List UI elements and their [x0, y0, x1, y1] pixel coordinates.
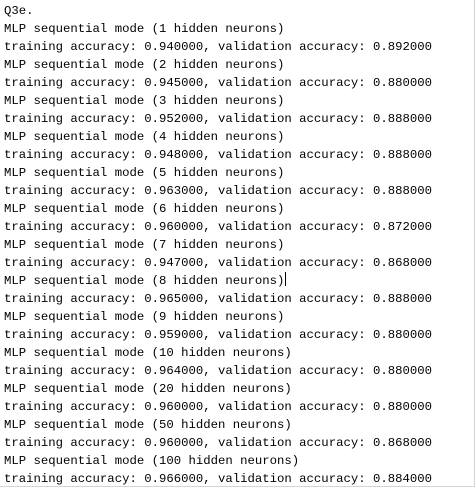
console-line: training accuracy: 0.952000, validation …: [4, 112, 433, 126]
console-line: training accuracy: 0.960000, validation …: [4, 436, 433, 450]
console-line: MLP sequential mode (20 hidden neurons): [4, 382, 292, 396]
console-line: MLP sequential mode (5 hidden neurons): [4, 166, 285, 180]
text-caret: [285, 272, 287, 286]
console-line: MLP sequential mode (9 hidden neurons): [4, 310, 285, 324]
console-line: training accuracy: 0.966000, validation …: [4, 472, 433, 486]
console-line: MLP sequential mode (2 hidden neurons): [4, 58, 285, 72]
console-line: training accuracy: 0.960000, validation …: [4, 400, 433, 414]
console-line: training accuracy: 0.947000, validation …: [4, 256, 433, 270]
console-line: MLP sequential mode (50 hidden neurons): [4, 418, 292, 432]
console-line: training accuracy: 0.959000, validation …: [4, 328, 433, 342]
console-line: MLP sequential mode (4 hidden neurons): [4, 130, 285, 144]
console-line: MLP sequential mode (10 hidden neurons): [4, 346, 292, 360]
console-line: training accuracy: 0.945000, validation …: [4, 76, 433, 90]
console-line: MLP sequential mode (7 hidden neurons): [4, 238, 285, 252]
console-line-with-caret: MLP sequential mode (8 hidden neurons): [4, 272, 475, 290]
console-line: training accuracy: 0.964000, validation …: [4, 364, 433, 378]
console-line: MLP sequential mode (3 hidden neurons): [4, 94, 285, 108]
console-line: training accuracy: 0.960000, validation …: [4, 220, 433, 234]
console-line: training accuracy: 0.940000, validation …: [4, 40, 433, 54]
console-line: MLP sequential mode (6 hidden neurons): [4, 202, 285, 216]
console-line: MLP sequential mode (1 hidden neurons): [4, 22, 285, 36]
console-line: training accuracy: 0.965000, validation …: [4, 292, 433, 306]
console-line: MLP sequential mode (8 hidden neurons): [4, 274, 285, 288]
console-line: MLP sequential mode (100 hidden neurons): [4, 454, 300, 468]
console-line: training accuracy: 0.948000, validation …: [4, 148, 433, 162]
console-line: training accuracy: 0.963000, validation …: [4, 184, 433, 198]
console-header: Q3e.: [4, 4, 34, 18]
